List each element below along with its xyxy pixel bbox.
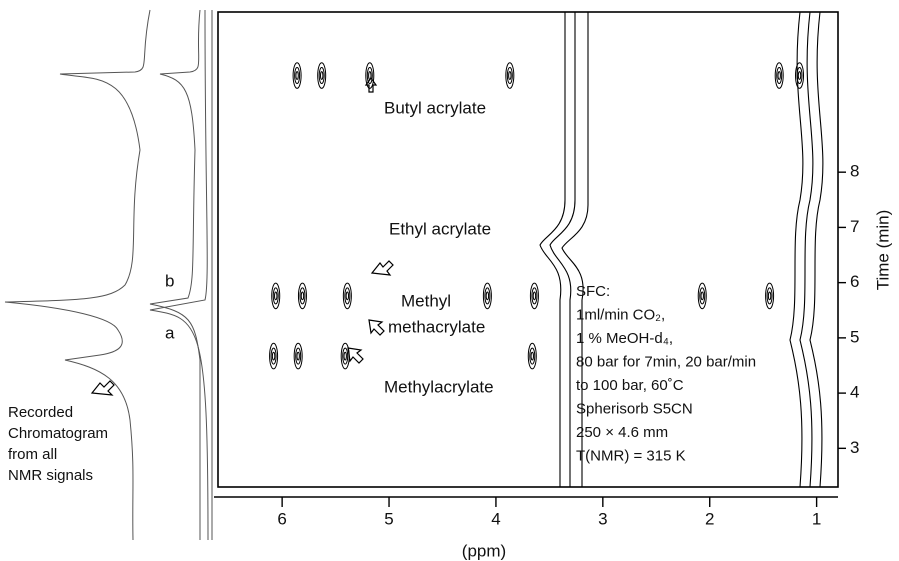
peak bbox=[506, 67, 513, 85]
chromatogram-arrow bbox=[90, 380, 115, 396]
peak bbox=[342, 347, 349, 365]
peak bbox=[270, 347, 277, 365]
peak bbox=[271, 282, 281, 310]
peak bbox=[530, 351, 534, 361]
sfc-info: to 100 bar, 60˚C bbox=[576, 377, 684, 394]
x-tick-label: 6 bbox=[277, 509, 286, 528]
trace-label: a bbox=[165, 323, 175, 342]
chromatogram-label: NMR signals bbox=[8, 467, 93, 484]
peak bbox=[484, 287, 491, 305]
peak bbox=[343, 351, 347, 361]
chromatogram-label: Chromatogram bbox=[8, 425, 108, 442]
y-tick-label: 5 bbox=[850, 327, 859, 346]
chromatogram bbox=[4, 9, 213, 541]
peak bbox=[531, 287, 538, 305]
peak bbox=[296, 351, 300, 361]
peak bbox=[697, 282, 707, 310]
x-tick-label: 3 bbox=[598, 509, 607, 528]
y-axis-label: Time (min) bbox=[873, 210, 892, 291]
y-tick-label: 6 bbox=[850, 272, 859, 291]
peak bbox=[532, 291, 537, 301]
chromatogram-label: from all bbox=[8, 446, 57, 463]
peak bbox=[345, 291, 350, 301]
x-tick-label: 2 bbox=[705, 509, 714, 528]
peak bbox=[368, 71, 372, 80]
peak bbox=[319, 71, 324, 80]
peak bbox=[274, 291, 278, 301]
peak bbox=[796, 67, 803, 85]
sfc-info: SFC: bbox=[576, 283, 610, 300]
plot-area bbox=[217, 11, 839, 488]
peak bbox=[299, 287, 306, 305]
sfc-info: Spherisorb S5CN bbox=[576, 400, 693, 417]
peak bbox=[271, 351, 276, 361]
peak bbox=[529, 347, 536, 365]
peak bbox=[300, 291, 305, 301]
peak bbox=[766, 287, 773, 305]
x-tick-label: 1 bbox=[812, 509, 821, 528]
solvent-band bbox=[549, 12, 576, 487]
y-tick-label: 7 bbox=[850, 217, 859, 236]
annotation: methacrylate bbox=[388, 317, 485, 336]
annotation: Methylacrylate bbox=[384, 377, 494, 396]
peak bbox=[777, 71, 781, 80]
peak bbox=[344, 287, 351, 305]
y-tick-label: 4 bbox=[850, 383, 859, 402]
sfc-info: 250 × 4.6 mm bbox=[576, 424, 668, 441]
x-axis-label: (ppm) bbox=[462, 541, 506, 560]
peak bbox=[700, 291, 704, 301]
solvent-band bbox=[789, 11, 804, 488]
x-tick-label: 4 bbox=[491, 509, 500, 528]
peak bbox=[508, 71, 512, 80]
peak bbox=[765, 282, 775, 310]
solvent-band bbox=[809, 11, 824, 488]
peak bbox=[297, 282, 307, 310]
peak bbox=[365, 62, 375, 89]
peak bbox=[485, 291, 490, 301]
plot-frame bbox=[217, 11, 839, 488]
y-tick-label: 3 bbox=[850, 438, 859, 457]
peak bbox=[317, 62, 327, 89]
peak bbox=[295, 347, 302, 365]
peak bbox=[293, 342, 303, 370]
annotation: Butyl acrylate bbox=[384, 98, 486, 117]
peak bbox=[295, 71, 299, 80]
solvent-band bbox=[799, 11, 814, 488]
annotation-arrow bbox=[347, 347, 364, 364]
peak bbox=[340, 342, 350, 370]
peak bbox=[482, 282, 492, 310]
peak bbox=[366, 67, 373, 85]
peak bbox=[776, 67, 783, 85]
annotation: Ethyl acrylate bbox=[389, 219, 491, 238]
annotation-arrow bbox=[370, 260, 394, 276]
peak bbox=[269, 342, 279, 370]
x-tick-label: 5 bbox=[384, 509, 393, 528]
peak bbox=[294, 67, 301, 85]
peak bbox=[292, 62, 302, 89]
sfc-info: 80 bar for 7min, 20 bar/min bbox=[576, 353, 756, 370]
chromatogram-label: Recorded bbox=[8, 404, 73, 421]
trace-label: b bbox=[165, 271, 174, 290]
peak bbox=[797, 71, 802, 80]
solvent-band bbox=[539, 12, 566, 487]
annotation: Methyl bbox=[401, 291, 451, 310]
peak bbox=[272, 287, 279, 305]
peak bbox=[774, 62, 784, 89]
solvent-band bbox=[561, 12, 589, 487]
annotation-arrow bbox=[368, 319, 385, 336]
peak bbox=[342, 282, 352, 310]
peak bbox=[318, 67, 325, 85]
peak bbox=[795, 62, 805, 89]
peak bbox=[699, 287, 706, 305]
peak bbox=[527, 342, 537, 370]
sfc-info: 1ml/min CO₂, bbox=[576, 306, 665, 323]
peak bbox=[505, 62, 515, 89]
sfc-info: 1 % MeOH-d₄, bbox=[576, 330, 673, 347]
y-tick-label: 8 bbox=[850, 162, 859, 181]
sfc-info: T(NMR) = 315 K bbox=[576, 447, 686, 464]
peak bbox=[767, 291, 772, 301]
peak bbox=[529, 282, 539, 310]
